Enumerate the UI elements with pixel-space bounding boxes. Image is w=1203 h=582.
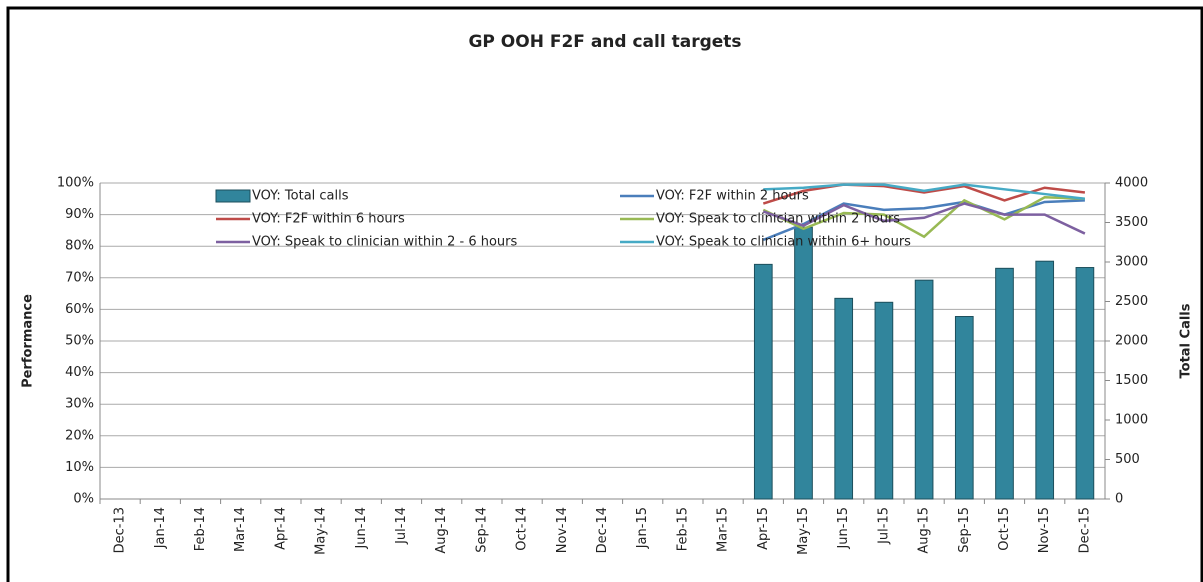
legend-label: VOY: Speak to clinician within 6+ hours xyxy=(656,235,911,250)
x-tick-label: Jan-14 xyxy=(153,507,168,549)
x-tick-label: Jul-14 xyxy=(394,507,409,545)
y2-tick-label: 4000 xyxy=(1115,176,1148,191)
x-tick-label: Nov-15 xyxy=(1037,507,1052,553)
y-axis-label: Performance xyxy=(21,294,36,388)
x-tick-label: Jun-14 xyxy=(354,507,369,550)
y2-tick-label: 3000 xyxy=(1115,255,1148,270)
y-tick-label: 60% xyxy=(65,302,94,317)
y-tick-label: 70% xyxy=(65,270,94,285)
y2-tick-label: 500 xyxy=(1115,452,1140,467)
x-tick-label: Jun-15 xyxy=(836,507,851,550)
x-tick-label: Sep-15 xyxy=(957,507,972,553)
bar xyxy=(1035,260,1055,500)
x-tick-label: Aug-14 xyxy=(434,507,449,554)
chart-title: GP OOH F2F and call targets xyxy=(468,32,741,52)
x-tick-label: May-15 xyxy=(796,507,811,555)
y-tick-label: 10% xyxy=(65,460,94,475)
bar xyxy=(753,263,773,500)
y2-tick-label: 1500 xyxy=(1115,373,1148,388)
legend-label: VOY: Speak to clinician within 2 - 6 hou… xyxy=(252,235,518,250)
y-tick-label: 40% xyxy=(65,365,94,380)
line xyxy=(762,199,1085,242)
x-tick-label: Oct-15 xyxy=(997,507,1012,551)
x-tick-label: Dec-14 xyxy=(595,507,610,553)
x-tick-label: Oct-14 xyxy=(515,507,530,551)
x-tick-label: Feb-15 xyxy=(675,507,690,551)
x-tick-label: Dec-15 xyxy=(1077,507,1092,553)
x-tick-label: Mar-15 xyxy=(716,507,731,552)
bar xyxy=(1075,267,1095,500)
x-tick-label: Mar-14 xyxy=(233,507,248,552)
y-tick-label: 30% xyxy=(65,397,94,412)
bar xyxy=(995,267,1014,500)
x-tick-label: Jan-15 xyxy=(635,507,650,549)
legend-label: VOY: F2F within 6 hours xyxy=(252,212,405,227)
line xyxy=(762,195,1085,239)
x-tick-label: Apr-14 xyxy=(273,507,288,550)
bar xyxy=(874,301,894,500)
y-tick-label: 20% xyxy=(65,428,94,443)
y2-tick-label: 0 xyxy=(1115,492,1123,507)
bar xyxy=(834,297,854,500)
x-tick-label: Dec-13 xyxy=(113,507,128,553)
y-tick-label: 50% xyxy=(65,334,94,349)
y2-tick-label: 1000 xyxy=(1115,413,1148,428)
legend-swatch xyxy=(215,189,251,203)
line xyxy=(762,202,1086,235)
y-tick-label: 80% xyxy=(65,239,94,254)
y-tick-label: 100% xyxy=(57,176,94,191)
x-tick-label: May-14 xyxy=(314,507,329,555)
y-tick-label: 90% xyxy=(65,207,94,222)
y-tick-label: 0% xyxy=(73,492,94,507)
y2-tick-label: 3500 xyxy=(1115,215,1148,230)
bar xyxy=(914,279,934,500)
y2-tick-label: 2000 xyxy=(1115,334,1148,349)
x-tick-label: Apr-15 xyxy=(756,507,771,550)
bar xyxy=(794,226,813,500)
legend-label: VOY: Total calls xyxy=(252,189,349,204)
y2-tick-label: 2500 xyxy=(1115,294,1148,309)
bar xyxy=(954,316,974,500)
x-tick-label: Sep-14 xyxy=(474,507,489,553)
line xyxy=(763,183,1086,201)
x-tick-label: Nov-14 xyxy=(555,507,570,553)
y2-axis-label: Total Calls xyxy=(1179,303,1194,378)
x-tick-label: Jul-15 xyxy=(876,507,891,545)
frame xyxy=(6,6,1203,582)
legend-label: VOY: F2F within 2 hours xyxy=(656,189,809,204)
x-tick-label: Feb-14 xyxy=(193,507,208,551)
x-tick-label: Aug-15 xyxy=(917,507,932,554)
legend-label: VOY: Speak to clinician within 2 hours xyxy=(656,212,900,227)
